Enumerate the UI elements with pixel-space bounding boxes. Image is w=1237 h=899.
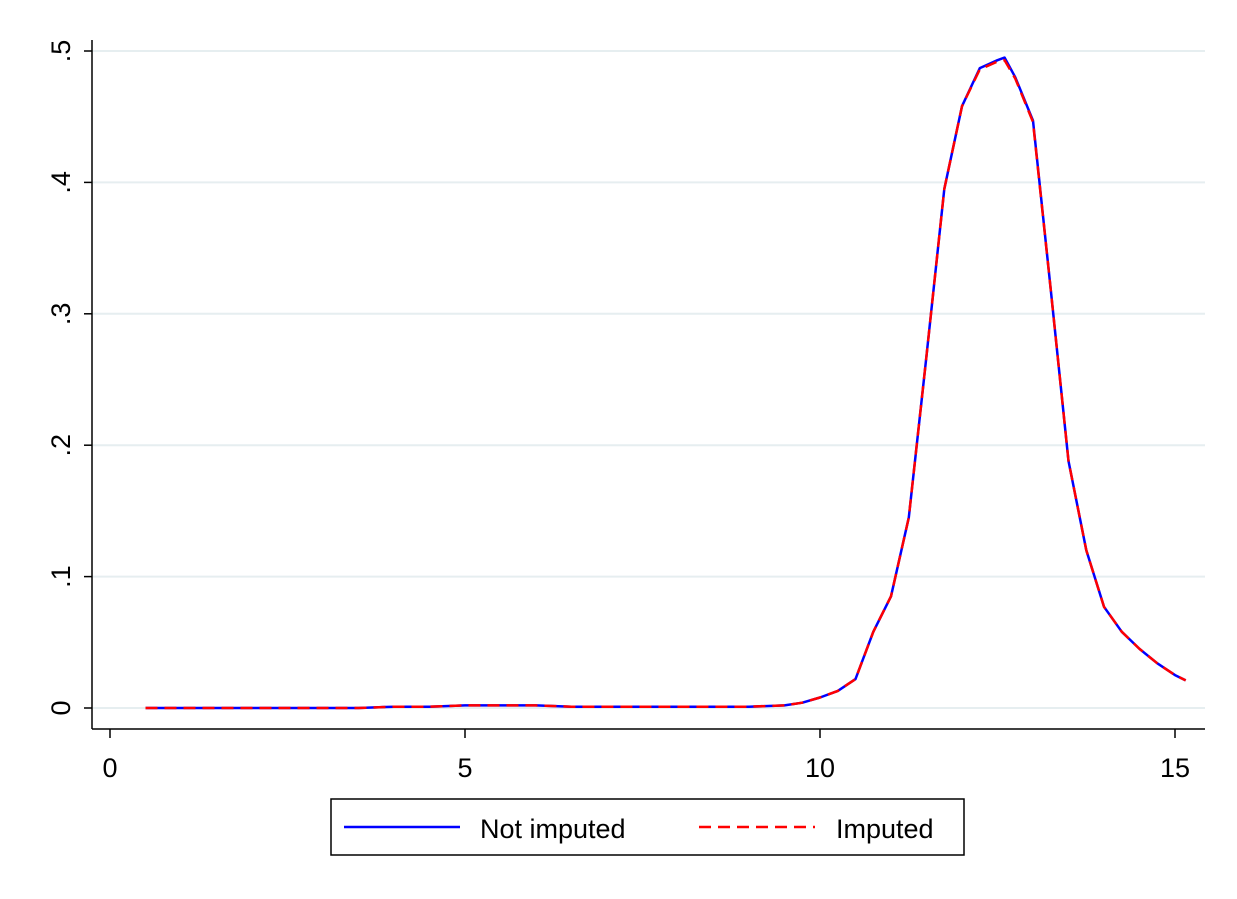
gridlines xyxy=(92,50,1205,709)
y-tick-label: .5 xyxy=(46,40,76,63)
x-tick-label: 0 xyxy=(102,753,117,783)
x-tick-label: 5 xyxy=(457,753,472,783)
x-axis-ticks: 0 5 10 15 xyxy=(102,729,1190,783)
y-tick-label: .3 xyxy=(46,303,76,326)
legend: Not imputed Imputed xyxy=(330,798,965,856)
y-tick-label: 0 xyxy=(46,700,76,715)
y-tick-label: .2 xyxy=(46,434,76,457)
series-line-imputed xyxy=(145,58,1187,710)
axes xyxy=(91,40,1205,730)
y-tick-label: .4 xyxy=(46,171,76,194)
y-tick-label: .1 xyxy=(46,565,76,588)
y-axis-ticks: 0 .1 .2 .3 .4 .5 xyxy=(46,40,92,716)
legend-label-not-imputed: Not imputed xyxy=(480,814,626,844)
legend-label-imputed: Imputed xyxy=(836,814,934,844)
x-tick-label: 15 xyxy=(1160,753,1190,783)
series-lines xyxy=(145,56,1187,710)
x-tick-label: 10 xyxy=(805,753,835,783)
